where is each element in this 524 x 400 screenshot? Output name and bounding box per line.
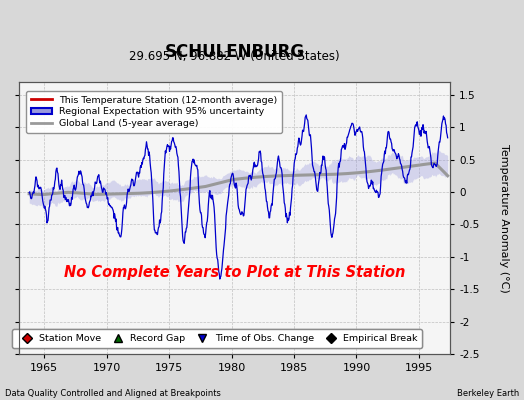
Text: 29.695 N, 96.882 W (United States): 29.695 N, 96.882 W (United States) [129,50,340,63]
Title: SCHULENBURG: SCHULENBURG [165,43,305,61]
Text: Data Quality Controlled and Aligned at Breakpoints: Data Quality Controlled and Aligned at B… [5,389,221,398]
Y-axis label: Temperature Anomaly (°C): Temperature Anomaly (°C) [499,144,509,292]
Legend: Station Move, Record Gap, Time of Obs. Change, Empirical Break: Station Move, Record Gap, Time of Obs. C… [13,330,422,348]
Text: Berkeley Earth: Berkeley Earth [456,389,519,398]
Text: No Complete Years to Plot at This Station: No Complete Years to Plot at This Statio… [64,265,406,280]
